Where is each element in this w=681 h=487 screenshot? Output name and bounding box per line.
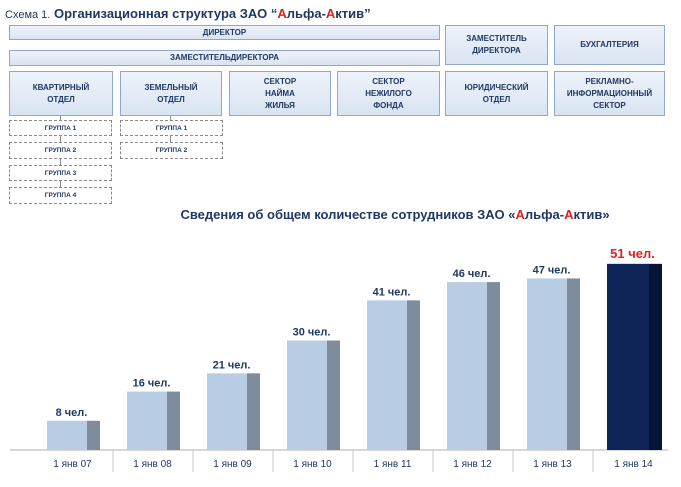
- bar-side-7: [649, 263, 662, 450]
- apartment-group-3: ГРУППА 3: [9, 165, 112, 181]
- bar-value-label-5: 46 чел.: [453, 268, 491, 280]
- chart-title: Сведения об общем количестве сотрудников…: [180, 207, 610, 222]
- bar-value-label-4: 41 чел.: [373, 286, 411, 298]
- bar-value-label-2: 21 чел.: [213, 359, 251, 371]
- deputy-director-right-box: ЗАМЕСТИТЕЛЬ ДИРЕКТОРА: [445, 25, 548, 65]
- bar-6: [527, 278, 567, 450]
- org-structure-title: Организационная структура ЗАО “Альфа-Акт…: [53, 6, 371, 21]
- bar-side-3: [327, 340, 340, 450]
- apartment-group-1: ГРУППА 1: [9, 120, 112, 136]
- employee-count-bar-chart: 8 чел. 1 янв 07 16 чел. 1 янв 08 21 чел. 1 ян…: [10, 246, 668, 472]
- bar-side-4: [407, 300, 420, 450]
- bar-side-6: [567, 278, 580, 450]
- x-tick-label-1: 1 янв 08: [133, 459, 172, 470]
- x-tick-label-2: 1 янв 09: [213, 459, 252, 470]
- bar-value-label-0: 8 чел.: [56, 407, 88, 419]
- bar-side-1: [167, 391, 180, 450]
- apartment-groups-connector: [60, 116, 61, 204]
- bar-2: [207, 373, 247, 450]
- bar-value-label-3: 30 чел.: [293, 327, 331, 339]
- department-apartment: КВАРТИРНЫЙ ОТДЕЛ: [9, 71, 113, 116]
- land-group-2: ГРУППА 2: [120, 142, 223, 159]
- accounting-box: БУХГАЛТЕРИЯ: [554, 25, 665, 65]
- bar-0: [47, 420, 87, 450]
- x-tick-label-0: 1 янв 07: [53, 459, 92, 470]
- bar-7: [607, 263, 649, 450]
- apartment-group-2: ГРУППА 2: [9, 142, 112, 159]
- x-tick-label-3: 1 янв 10: [293, 459, 332, 470]
- x-tick-label-6: 1 янв 13: [533, 459, 572, 470]
- x-tick-label-7: 1 янв 14: [614, 459, 653, 470]
- bar-side-5: [487, 282, 500, 450]
- bar-side-0: [87, 420, 100, 450]
- sector-non-residential: СЕКТОР НЕЖИЛОГО ФОНДА: [337, 71, 440, 116]
- apartment-group-4: ГРУППА 4: [9, 187, 112, 204]
- bar-1: [127, 391, 167, 450]
- bar-side-2: [247, 373, 260, 450]
- sector-advertising: РЕКЛАМНО- ИНФОРМАЦИОННЫЙ СЕКТОР: [554, 71, 665, 116]
- bar-value-label-1: 16 чел.: [133, 378, 171, 390]
- bar-4: [367, 300, 407, 450]
- bar-3: [287, 340, 327, 450]
- department-legal: ЮРИДИЧЕСКИЙ ОТДЕЛ: [445, 71, 548, 116]
- department-land: ЗЕМЕЛЬНЫЙ ОТДЕЛ: [120, 71, 222, 116]
- deputy-director-box: ЗАМЕСТИТЕЛЬДИРЕКТОРА: [9, 50, 440, 66]
- director-box: ДИРЕКТОР: [9, 25, 440, 40]
- land-groups-connector: [170, 116, 171, 158]
- sector-housing-rental: СЕКТОР НАЙМА ЖИЛЬЯ: [229, 71, 331, 116]
- land-group-1: ГРУППА 1: [120, 120, 223, 136]
- scheme-title: Схема 1. Организационная структура ЗАО “…: [5, 6, 371, 21]
- scheme-label: Схема 1.: [5, 9, 51, 21]
- bar-value-label-6: 47 чел.: [533, 264, 571, 276]
- bar-5: [447, 282, 487, 450]
- x-tick-label-5: 1 янв 12: [453, 459, 492, 470]
- bar-value-label-7: 51 чел.: [610, 246, 655, 261]
- x-tick-label-4: 1 янв 11: [374, 459, 412, 470]
